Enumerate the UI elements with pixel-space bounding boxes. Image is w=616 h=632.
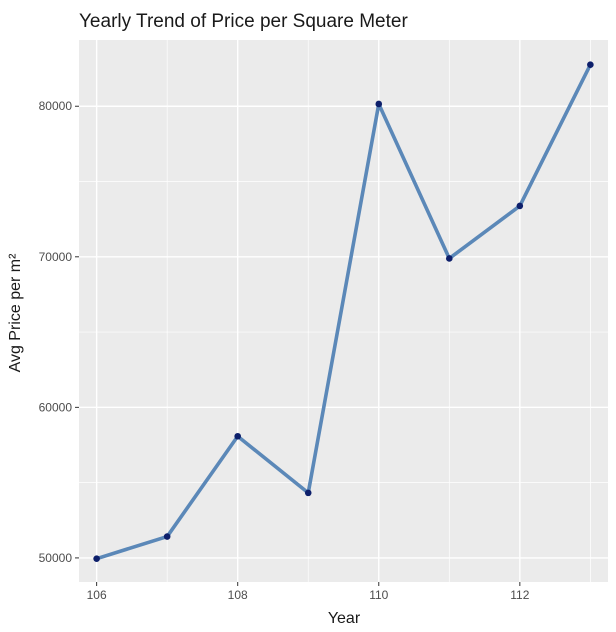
data-point <box>304 489 312 497</box>
chart-title: Yearly Trend of Price per Square Meter <box>79 11 408 32</box>
y-axis-title: Avg Price per m² <box>7 253 24 373</box>
data-point <box>587 61 594 68</box>
x-tick-label: 108 <box>228 588 248 602</box>
series-line <box>94 62 593 561</box>
major-gridlines <box>79 40 608 582</box>
data-point <box>446 255 453 262</box>
data-point <box>234 432 241 440</box>
y-tick-label: 80000 <box>39 99 73 113</box>
data-point <box>93 555 100 562</box>
y-tick-label: 60000 <box>39 400 73 414</box>
data-point <box>163 533 171 540</box>
axis-ticks <box>75 105 521 586</box>
data-point <box>375 100 383 108</box>
y-tick-label: 50000 <box>39 551 73 565</box>
tick-labels: 106 108 110 112 50000 60000 70000 80000 <box>39 99 530 602</box>
y-tick-label: 70000 <box>39 250 73 264</box>
x-tick-label: 112 <box>510 588 529 602</box>
plot-panel <box>79 40 608 582</box>
x-tick-label: 106 <box>87 588 107 602</box>
x-tick-label: 110 <box>369 588 388 602</box>
x-axis-title: Year <box>328 610 361 627</box>
data-points <box>93 61 594 562</box>
data-point <box>516 202 524 210</box>
